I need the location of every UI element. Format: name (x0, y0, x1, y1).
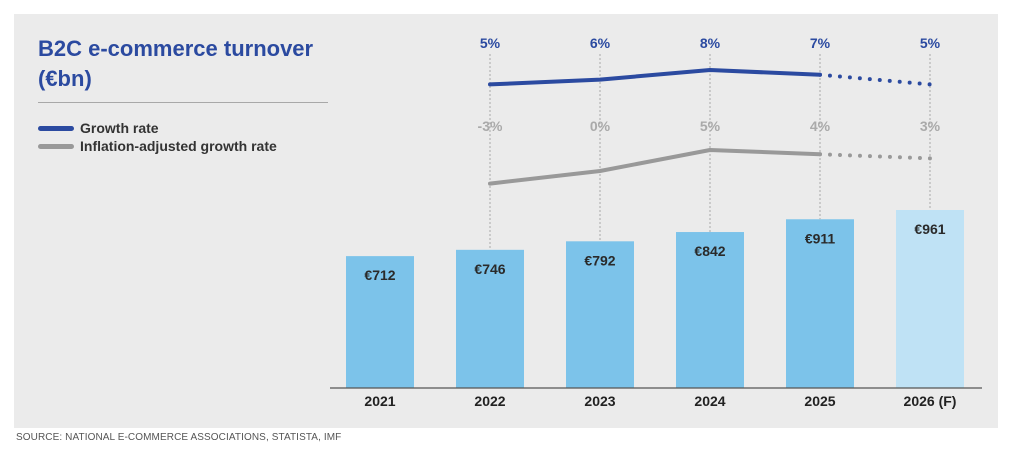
inflation-adjusted-label-2024: 5% (700, 118, 721, 134)
bar-value-label-2022: €746 (474, 261, 505, 277)
bar-2026-f (896, 210, 964, 388)
inflation-adjusted-label-2022: -3% (478, 118, 503, 134)
title-divider (38, 102, 328, 103)
growth-rate-label-2023: 6% (590, 35, 611, 51)
growth-rate-forecast-line (818, 72, 932, 87)
bar-2021 (346, 256, 414, 388)
legend-label-inflation-adjusted: Inflation-adjusted growth rate (80, 138, 277, 154)
growth-rate-line (488, 68, 822, 87)
legend-swatch-inflation-adjusted (38, 143, 74, 149)
bar-value-label-2024: €842 (694, 243, 725, 259)
bar-value-label-2026-f: €961 (914, 221, 945, 237)
bar-2024 (676, 232, 744, 388)
x-tick-label-2026-f: 2026 (F) (904, 393, 957, 409)
chart-title: B2C e-commerce turnover (€bn) (38, 36, 314, 91)
x-tick-label-2021: 2021 (364, 393, 395, 409)
growth-rate-label-2026-f: 5% (920, 35, 941, 51)
legend-item-growth-rate: Growth rate (38, 119, 159, 137)
bar-value-label-2025: €911 (805, 230, 836, 246)
growth-rate-label-2022: 5% (480, 35, 501, 51)
x-tick-label-2025: 2025 (804, 393, 835, 409)
x-tick-label-2022: 2022 (474, 393, 505, 409)
inflation-adjusted-label-2025: 4% (810, 118, 831, 134)
growth-rate-label-2025: 7% (810, 35, 831, 51)
bar-value-label-2021: €712 (364, 267, 395, 283)
x-tick-label-2024: 2024 (694, 393, 725, 409)
bar-2025 (786, 219, 854, 388)
growth-rate-label-2024: 8% (700, 35, 721, 51)
x-tick-label-2023: 2023 (584, 393, 615, 409)
bar-value-label-2023: €792 (584, 252, 615, 268)
source-note: SOURCE: NATIONAL E-COMMERCE ASSOCIATIONS… (16, 432, 342, 443)
legend-swatch-growth-rate (38, 125, 74, 131)
legend-item-inflation-adjusted: Inflation-adjusted growth rate (38, 137, 277, 155)
inflation-adjusted-line (488, 148, 822, 186)
bar-2022 (456, 249, 524, 388)
inflation-adjusted-label-2023: 0% (590, 118, 611, 134)
bar-2023 (566, 241, 634, 388)
inflation-adjusted-label-2026-f: 3% (920, 118, 941, 134)
legend-label-growth-rate: Growth rate (80, 120, 159, 136)
inflation-adjusted-forecast-line (818, 152, 932, 161)
